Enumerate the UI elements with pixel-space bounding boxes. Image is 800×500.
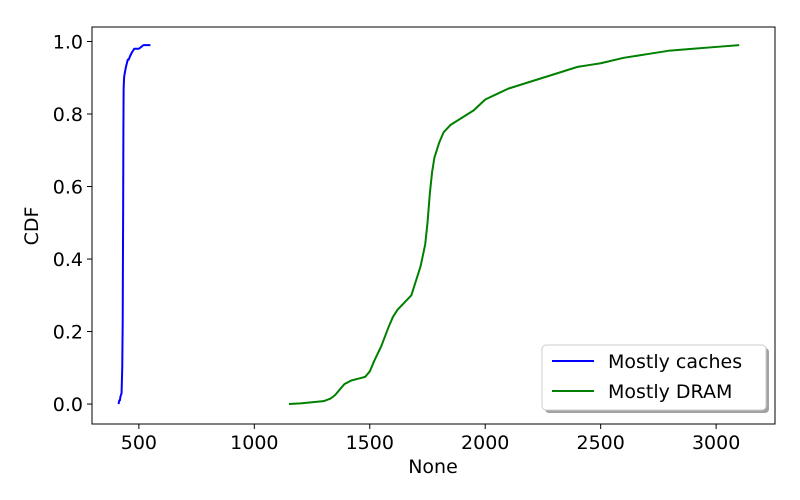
x-tick-label: 500 <box>121 432 157 454</box>
y-tick-label: 0.8 <box>53 104 83 126</box>
x-tick-label: 1500 <box>346 432 394 454</box>
x-axis-label: None <box>408 456 458 478</box>
legend-box <box>541 344 767 411</box>
legend: Mostly caches Mostly DRAM <box>541 344 769 413</box>
y-tick-label: 0.6 <box>53 177 83 199</box>
plot-area-frame <box>91 26 776 425</box>
y-tick-label: 1.0 <box>53 32 83 54</box>
series-layer <box>117 44 740 406</box>
series-line-mostly-dram <box>288 44 740 406</box>
y-tick-label: 0.2 <box>53 322 83 344</box>
x-tick-label: 2500 <box>576 432 624 454</box>
x-axis-ticks: 500 1000 1500 2000 2500 3000 <box>121 424 740 454</box>
y-tick-label: 0.4 <box>53 249 83 271</box>
series-line-mostly-caches <box>117 44 151 405</box>
y-axis-label: CDF <box>21 207 43 246</box>
y-axis-ticks: 0.0 0.2 0.4 0.6 0.8 1.0 <box>53 32 92 416</box>
x-tick-label: 3000 <box>692 432 740 454</box>
x-tick-label: 1000 <box>230 432 278 454</box>
legend-label-mostly-caches: Mostly caches <box>608 351 742 373</box>
legend-label-mostly-dram: Mostly DRAM <box>608 381 732 403</box>
x-tick-label: 2000 <box>461 432 509 454</box>
y-tick-label: 0.0 <box>53 394 83 416</box>
